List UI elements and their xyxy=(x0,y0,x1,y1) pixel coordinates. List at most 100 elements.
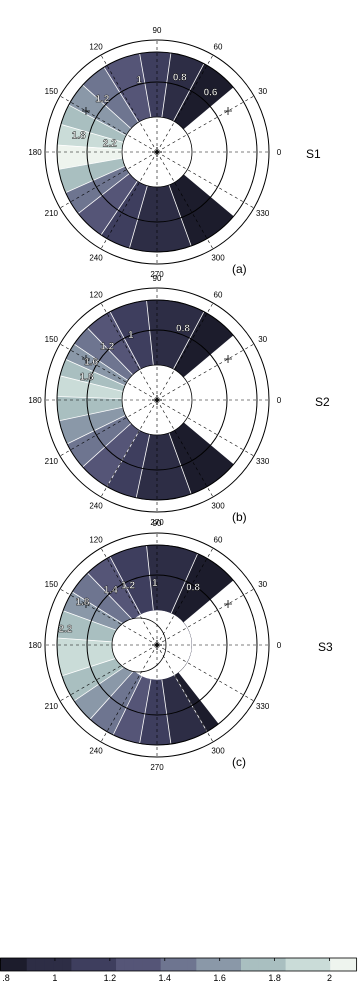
contour-label: 1.8 xyxy=(76,597,90,608)
colorbar-cell xyxy=(196,958,206,971)
colorbar-cell xyxy=(62,958,72,971)
angle-tick-label: 30 xyxy=(258,335,267,344)
panel-label: (c) xyxy=(232,755,246,769)
spoke-60 xyxy=(156,547,214,646)
contour-line xyxy=(109,311,141,370)
cross-mark xyxy=(81,107,90,115)
center-mark xyxy=(152,147,162,157)
colorbar-cell xyxy=(8,958,19,971)
spoke-150 xyxy=(59,343,158,401)
spoke-120 xyxy=(100,547,158,646)
cross-mark xyxy=(224,107,233,115)
angle-tick-label: 150 xyxy=(45,87,59,96)
contour-label: 1.2 xyxy=(121,581,135,592)
colorbar-cell xyxy=(53,958,64,971)
contour-line xyxy=(71,591,128,627)
cross-mark xyxy=(81,355,90,363)
colorbar-tick-label: 1 xyxy=(52,973,57,983)
angle-tick-label: 60 xyxy=(214,535,223,544)
colorbar-cell xyxy=(285,958,296,971)
contour-label: 1.8 xyxy=(80,372,94,383)
colorbar-cell xyxy=(312,958,322,971)
polar-panel-1: 0 30 60 90 120 150 180 210 240 270 300 330 0.8 0.6 1 1.… xyxy=(28,26,321,279)
angle-tick-label: 120 xyxy=(89,535,103,544)
angle-tick-label: 0 xyxy=(277,148,282,157)
colorbar-cell xyxy=(142,958,153,971)
contour-line xyxy=(173,311,205,370)
contour-line xyxy=(82,423,132,468)
colorbar-cell xyxy=(116,958,126,971)
contour-line xyxy=(77,173,130,214)
colorbar-cell xyxy=(321,958,331,971)
angle-tick-label: 210 xyxy=(45,457,59,466)
contour-line xyxy=(57,144,123,150)
colorbar-cell xyxy=(223,958,233,971)
mid-ring xyxy=(86,81,228,223)
spoke-210 xyxy=(59,399,158,457)
spoke-30 xyxy=(156,95,255,153)
contour-label: 1.4 xyxy=(104,585,118,596)
empty-wedge xyxy=(178,580,259,725)
polar-panel-3: 03060901201501802102402703003300.811.21.… xyxy=(28,519,333,772)
panel-label: (b) xyxy=(232,510,247,524)
contour-line xyxy=(173,63,205,122)
contour-line xyxy=(146,300,154,366)
contour-line xyxy=(66,414,126,445)
mid-ring xyxy=(86,574,228,716)
angle-tick-label: 270 xyxy=(150,763,164,772)
contour-line xyxy=(168,432,192,495)
contour-line xyxy=(60,124,124,143)
contour-line xyxy=(109,556,141,615)
colorbar-cell xyxy=(348,958,358,971)
contour-line xyxy=(129,185,148,249)
spoke-60 xyxy=(156,54,214,153)
spoke-120 xyxy=(100,54,158,153)
colorbar-cell xyxy=(187,958,197,971)
spoke-240 xyxy=(100,644,158,743)
spoke-30 xyxy=(156,343,255,401)
angle-tick-label: 0 xyxy=(277,396,282,405)
contour-label: 2.2 xyxy=(103,139,117,150)
spoke-330 xyxy=(156,151,255,209)
spoke-300 xyxy=(156,644,214,743)
angle-tick-label: 90 xyxy=(153,519,162,528)
colorbar-cell xyxy=(330,958,340,971)
angle-tick-label: 180 xyxy=(28,148,42,157)
angle-tick-label: 240 xyxy=(89,254,103,263)
spoke-330 xyxy=(156,644,255,702)
contour-label: 0.8 xyxy=(173,72,187,83)
colorbar-cell xyxy=(214,958,224,971)
colorbar-cell xyxy=(240,958,251,971)
row-label: S3 xyxy=(318,640,333,654)
contour-line xyxy=(87,572,133,621)
contour-label: 0.6 xyxy=(204,88,218,99)
row-label: S1 xyxy=(306,147,321,161)
spoke-150 xyxy=(59,95,158,153)
contour-label: 1.8 xyxy=(72,130,86,141)
contour-line xyxy=(103,66,139,123)
angle-tick-label: 210 xyxy=(45,209,59,218)
contour-label: 0.8 xyxy=(176,324,190,335)
colorbar-cell xyxy=(89,958,99,971)
contour-line xyxy=(170,553,199,614)
colorbar-cell xyxy=(133,958,144,971)
spoke-150 xyxy=(59,588,158,646)
colorbar-cell xyxy=(107,958,117,971)
axis-ring xyxy=(56,299,258,501)
contour-line xyxy=(89,670,134,720)
angle-tick-label: 300 xyxy=(211,254,225,263)
spoke-30 xyxy=(156,588,255,646)
contour-label: 2.2 xyxy=(58,624,72,635)
contour-line xyxy=(112,676,143,736)
angle-tick-label: 300 xyxy=(211,747,225,756)
spoke-120 xyxy=(100,302,158,401)
contour-line xyxy=(73,664,129,702)
colorbar-tick-label: 1.4 xyxy=(159,973,172,983)
spoke-60 xyxy=(156,302,214,401)
colorbar-cell xyxy=(178,958,189,971)
colorbar-tick-label: 2 xyxy=(327,973,332,983)
outer-ring xyxy=(44,39,270,265)
empty-wedge xyxy=(183,87,258,217)
angle-tick-label: 330 xyxy=(256,209,270,218)
angle-tick-label: 210 xyxy=(45,702,59,711)
